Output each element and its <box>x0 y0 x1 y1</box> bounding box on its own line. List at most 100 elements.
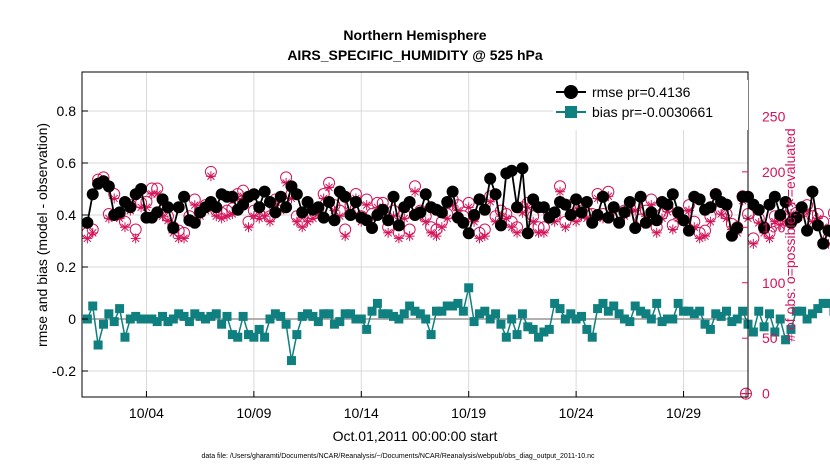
obs-evaluated-point <box>313 208 324 219</box>
bias-point <box>346 309 356 319</box>
obs-evaluated-point <box>694 233 705 244</box>
rmse-point <box>811 219 824 232</box>
obs-evaluated-point <box>324 182 335 193</box>
obs-evaluated-point <box>216 213 227 224</box>
obs-evaluated-point <box>490 216 501 227</box>
x-tick-label: 10/24 <box>559 405 594 421</box>
bias-point <box>415 309 425 319</box>
bias-point <box>222 311 232 321</box>
obs-evaluated-point <box>469 216 480 227</box>
bias-point <box>179 311 189 321</box>
rmse-point <box>290 188 303 201</box>
obs-evaluated-point <box>286 193 297 204</box>
legend-rmse-label: rmse pr=0.4136 <box>592 84 691 100</box>
obs-evaluated-point <box>748 238 759 249</box>
obs-evaluated-point <box>512 227 523 238</box>
obs-evaluated-point <box>700 231 711 242</box>
bias-point <box>88 301 98 311</box>
obs-evaluated-point <box>307 213 318 224</box>
rmse-point <box>618 206 631 219</box>
bias-point <box>458 306 468 316</box>
bias-point <box>802 314 812 324</box>
bias-point <box>442 301 452 311</box>
bias-point <box>791 306 801 316</box>
bias-point <box>824 298 830 308</box>
bias-point <box>577 311 586 321</box>
bias-point <box>539 327 549 337</box>
rmse-point <box>457 216 470 229</box>
rmse-point <box>511 201 524 214</box>
obs-evaluated-point <box>189 200 200 211</box>
rmse-point <box>806 185 819 198</box>
bias-point <box>528 324 538 334</box>
rmse-point <box>328 214 341 227</box>
rmse-point <box>489 188 502 201</box>
obs-evaluated-point <box>651 227 662 238</box>
bias-point <box>813 304 823 314</box>
bias-point <box>657 317 667 327</box>
rmse-point <box>666 188 679 201</box>
obs-evaluated-point <box>270 200 281 211</box>
obs-possible-point <box>827 208 830 218</box>
rmse-point <box>521 227 534 240</box>
bias-point <box>125 314 135 324</box>
rmse-point <box>253 201 266 214</box>
bias-point <box>405 301 415 311</box>
bias-point <box>496 319 506 329</box>
bias-point <box>410 306 420 316</box>
obs-evaluated-point <box>447 200 458 211</box>
bias-point <box>732 314 742 324</box>
rmse-point <box>113 206 126 219</box>
bias-point <box>501 332 511 342</box>
obs-evaluated-point <box>581 213 592 224</box>
bias-point <box>238 311 248 321</box>
bias-point <box>593 304 603 314</box>
obs-evaluated-point <box>383 227 394 238</box>
bias-point <box>786 324 796 334</box>
bias-point <box>625 317 635 327</box>
y-right-tick-label: 200 <box>762 164 786 180</box>
rmse-point <box>419 188 432 201</box>
obs-evaluated-point <box>420 216 431 227</box>
bias-point <box>394 314 404 324</box>
bias-point <box>329 319 339 329</box>
obs-evaluated-point <box>549 216 560 227</box>
rmse-point <box>731 222 744 234</box>
bias-point <box>550 298 560 308</box>
obs-evaluated-point <box>689 222 700 233</box>
rmse-point <box>274 190 287 203</box>
y-right-tick-label: 0 <box>762 386 770 402</box>
bias-series <box>82 283 830 366</box>
obs-evaluated-point <box>404 231 415 242</box>
rmse-point <box>263 196 276 208</box>
obs-evaluated-point <box>646 200 657 211</box>
obs-evaluated-point <box>227 208 238 219</box>
rmse-point <box>258 185 271 198</box>
obs-evaluated-point <box>555 186 566 197</box>
bias-point <box>120 332 130 342</box>
y-right-tick-label: 150 <box>762 219 786 235</box>
obs-evaluated-point <box>119 222 130 233</box>
legend-bias-label: bias pr=-0.0030661 <box>592 104 713 120</box>
bias-point <box>679 306 689 316</box>
rmse-point <box>151 206 164 219</box>
bias-point <box>738 306 748 316</box>
rmse-point <box>682 224 695 237</box>
bias-point <box>292 330 302 340</box>
obs-evaluated-point <box>259 211 270 222</box>
bias-point <box>480 306 490 316</box>
bias-point <box>453 298 463 308</box>
bias-point <box>93 340 103 350</box>
bias-point <box>217 319 227 329</box>
bias-point <box>324 309 334 319</box>
bias-point <box>711 309 721 319</box>
rmse-point <box>81 216 94 229</box>
obs-evaluated-point <box>162 215 173 226</box>
bias-point <box>109 317 119 327</box>
rmse-point <box>86 188 99 201</box>
obs-evaluated-point <box>705 216 716 227</box>
bias-point <box>399 309 409 319</box>
rmse-point <box>247 188 260 201</box>
bias-point <box>636 306 646 316</box>
rmse-point <box>548 206 561 219</box>
